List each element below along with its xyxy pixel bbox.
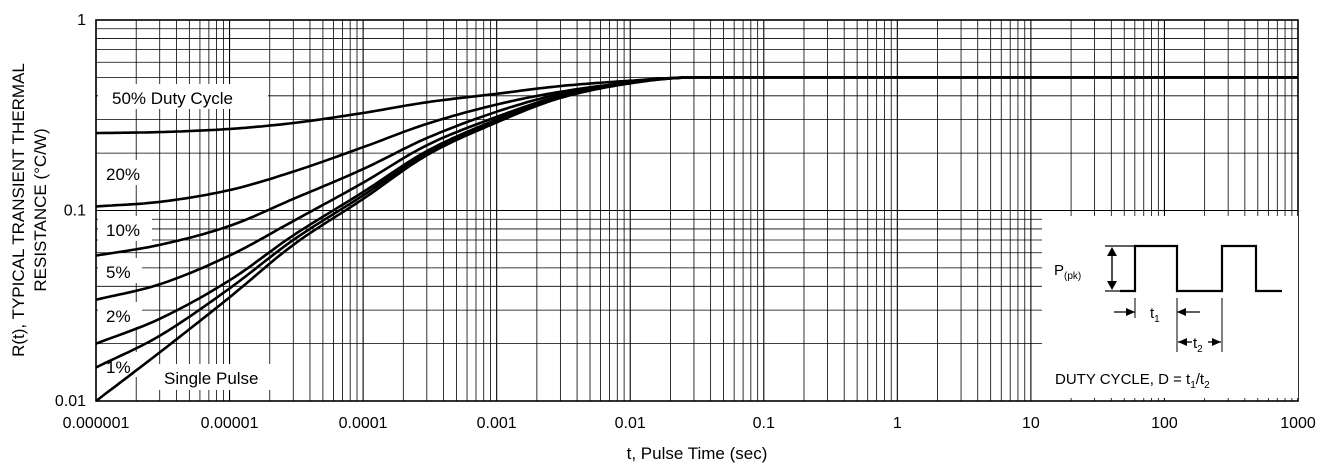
x-tick-label: 0.0001	[339, 415, 388, 432]
x-tick-label: 1000	[1280, 415, 1316, 432]
x-tick-label: 1	[893, 415, 902, 432]
label-bg-10	[98, 216, 152, 241]
curve-labels: 50% Duty Cycle 20% 10% 5% 2% 1% Single P…	[106, 89, 259, 388]
series-lines	[95, 76, 1298, 403]
x-tick-label: 0.001	[477, 415, 517, 432]
label-bg-5	[98, 258, 142, 283]
series-label-2pct: 2%	[106, 307, 131, 326]
series-label-5pct: 5%	[106, 263, 131, 282]
label-bg-50	[98, 84, 268, 109]
series-label-1pct: 1%	[106, 358, 131, 377]
series-label-50pct: 50% Duty Cycle	[112, 89, 233, 108]
series-label-20pct: 20%	[106, 165, 140, 184]
x-tick-label: 0.00001	[201, 415, 259, 432]
ppk-arrow-up	[1107, 247, 1117, 256]
x-tick-labels: 0.000001 0.00001 0.0001 0.001 0.01 0.1 1 10 100 1…	[63, 415, 1316, 432]
duty-cycle-caption: DUTY CYCLE, D = t1/t2	[1055, 371, 1210, 391]
x-tick-label: 100	[1151, 415, 1178, 432]
y-axis-title-line2: RESISTANCE (°C/W)	[31, 128, 50, 291]
label-bg-2	[98, 302, 142, 327]
x-tick-label: 10	[1022, 415, 1040, 432]
y-tick-labels: 0.01 0.1 1	[55, 12, 86, 410]
ppk-label: P(pk)	[1054, 262, 1081, 282]
t1-label: t1	[1150, 305, 1160, 325]
series-line-0	[95, 76, 1298, 135]
label-bg-single	[158, 364, 290, 390]
y-tick-label: 1	[77, 12, 86, 29]
series-label-single-pulse: Single Pulse	[164, 369, 259, 388]
x-tick-label: 0.1	[753, 415, 775, 432]
label-bg-20	[98, 160, 152, 185]
duty-cycle-inset: P(pk) t1 t2 DUTY CYCLE, D = t1/t2	[1042, 216, 1298, 398]
ppk-arrow-down	[1107, 281, 1117, 290]
t2-label: t2	[1193, 335, 1203, 355]
y-tick-label: 0.1	[64, 203, 86, 220]
pulse-waveform	[1120, 244, 1282, 293]
t1-left-arrowhead	[1126, 308, 1135, 316]
series-label-10pct: 10%	[106, 221, 140, 240]
plot-frame	[95, 19, 1299, 402]
t2-right-arrowhead	[1212, 338, 1221, 346]
x-tick-label: 0.01	[615, 415, 646, 432]
y-axis-title-line1: R(t), TYPICAL TRANSIENT THERMAL	[9, 63, 28, 357]
t2-left-arrowhead	[1178, 338, 1187, 346]
t1-right-arrowhead	[1177, 308, 1186, 316]
y-tick-label: 0.01	[55, 393, 86, 410]
series-line-6	[95, 76, 1298, 403]
x-axis-title: t, Pulse Time (sec)	[627, 444, 768, 463]
x-tick-label: 0.000001	[63, 415, 130, 432]
